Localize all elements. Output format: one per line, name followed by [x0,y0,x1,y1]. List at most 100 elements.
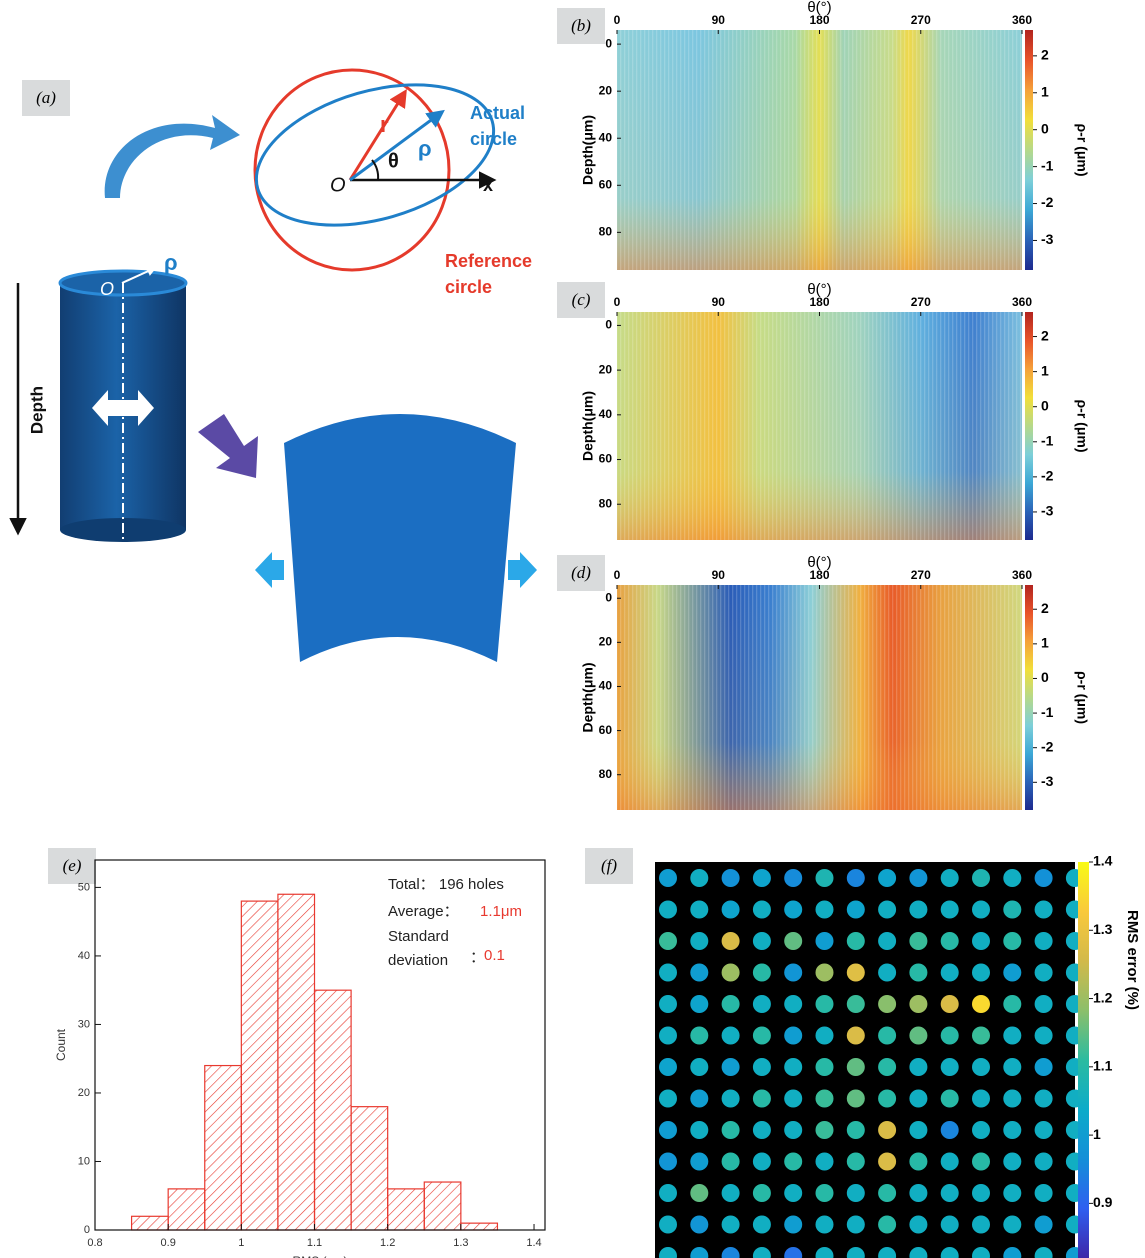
y-tick-label: 50 [78,881,90,893]
dot [1035,1184,1053,1202]
dot [784,932,802,950]
x-tick-label: 0 [614,295,621,309]
y-tick-label: 80 [599,767,613,781]
dot [1003,901,1021,919]
reference-circle [255,70,449,270]
dot [941,1184,959,1202]
bar [205,1066,242,1230]
dot [784,1027,802,1045]
colorbar-tick-label: 1.1 [1093,1058,1113,1074]
diagram: r ρ θ O x Actual circle Reference circle… [18,60,537,662]
dot [847,1121,865,1139]
dot [941,1153,959,1171]
dot [878,1216,896,1234]
x-tick-label: 1.3 [453,1237,468,1249]
dot [690,901,708,919]
dot [722,1216,740,1234]
colorbar-tick-label: -2 [1041,194,1054,210]
heatmap-texture [617,312,1022,540]
dot [941,1121,959,1139]
dot [1035,1027,1053,1045]
curved-arrow [105,115,240,198]
colorbar-tick-label: 2 [1041,600,1049,616]
colorbar [1025,312,1033,540]
y-tick-label: 30 [78,1018,90,1030]
y-tick-label: 20 [78,1087,90,1099]
dot [659,1090,677,1108]
r-label: r [380,112,389,137]
dot [722,1058,740,1076]
actual-circle [240,60,510,250]
dot [784,901,802,919]
dot [816,1153,834,1171]
y-tick-label: 80 [599,496,613,510]
y-tick-label: 60 [599,177,613,191]
dot [784,1153,802,1171]
x-axis-label: θ(°) [807,281,831,298]
dot [909,1058,927,1076]
dot [659,1058,677,1076]
dot [941,995,959,1013]
dot [1035,869,1053,887]
colorbar-label: ρ-r (μm) [1074,671,1090,724]
colorbar-tick-label: 1 [1041,635,1049,651]
bar [168,1189,205,1230]
annotation: 0.1 [484,947,505,964]
dot [941,901,959,919]
dot [972,1121,990,1139]
dot [784,1184,802,1202]
dot [878,1058,896,1076]
dot [941,869,959,887]
bar [424,1182,461,1230]
dot [941,1058,959,1076]
colorbar-tick-label: -2 [1041,738,1054,754]
dot [1003,1153,1021,1171]
dot [753,964,771,982]
dot [659,1216,677,1234]
dot [690,1121,708,1139]
dot [722,932,740,950]
colorbar-tick-label: 1 [1041,362,1049,378]
colorbar-tick-label: 1.3 [1093,921,1113,937]
dot [878,1121,896,1139]
annotation: deviation [388,952,448,969]
x-tick-label: 0 [614,13,621,27]
colorbar [1025,585,1033,810]
dot [816,1216,834,1234]
y-tick-label: 80 [599,225,613,239]
dot [909,1153,927,1171]
dot [690,1027,708,1045]
dot [847,1184,865,1202]
dot [753,995,771,1013]
y-tick-label: 40 [599,679,613,693]
dot [1035,932,1053,950]
y-tick-label: 60 [599,723,613,737]
bar [315,990,352,1230]
dot [1035,995,1053,1013]
y-tick-label: 10 [78,1155,90,1167]
dot [1035,1058,1053,1076]
dot [1003,995,1021,1013]
dot [909,1090,927,1108]
panel-label: (f) [601,856,617,875]
dot [1035,1121,1053,1139]
dot [816,995,834,1013]
figure: r ρ θ O x Actual circle Reference circle… [0,0,1145,1258]
reference-label: circle [445,277,492,297]
dot [659,932,677,950]
colorbar-label: ρ-r (μm) [1074,400,1090,453]
dot [941,1216,959,1234]
x-tick-label: 0.8 [87,1237,102,1249]
dot [784,869,802,887]
colorbar-tick-label: -3 [1041,773,1054,789]
colorbar [1078,862,1089,1258]
actual-label: circle [470,129,517,149]
dot [659,1027,677,1045]
bar [132,1216,169,1230]
colorbar-tick-label: 0 [1041,397,1049,413]
dot [816,1121,834,1139]
x-tick-label: 270 [911,295,931,309]
dot [690,1153,708,1171]
y-axis-label: Depth(μm) [580,663,596,733]
colorbar-tick-label: 0 [1041,669,1049,685]
